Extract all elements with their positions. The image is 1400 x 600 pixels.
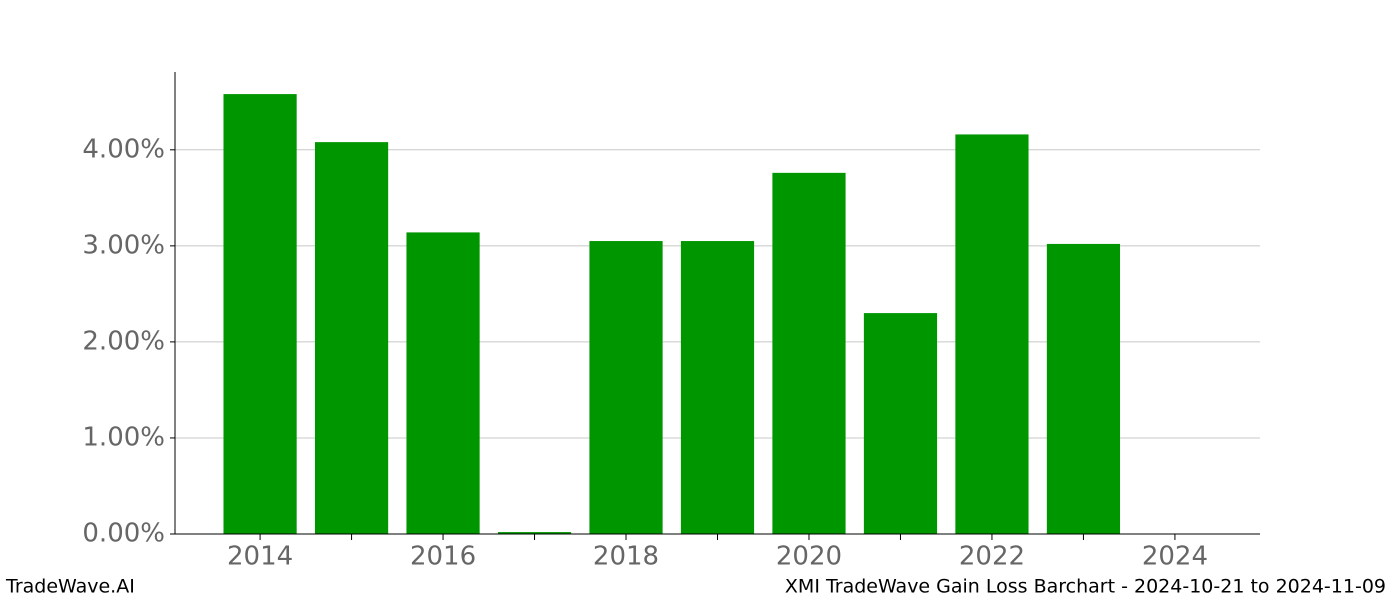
- y-tick-label: 1.00%: [82, 422, 165, 452]
- x-tick-label: 2020: [776, 542, 842, 572]
- bar: [223, 94, 297, 534]
- bar: [589, 241, 663, 534]
- bar: [406, 232, 480, 534]
- y-tick-label: 0.00%: [82, 519, 165, 549]
- footer-right: XMI TradeWave Gain Loss Barchart - 2024-…: [785, 576, 1386, 598]
- bar: [955, 134, 1029, 534]
- x-tick-label: 2024: [1142, 542, 1208, 572]
- y-tick-label: 2.00%: [82, 326, 165, 356]
- bar: [1046, 243, 1121, 534]
- x-tick-label: 2014: [227, 542, 293, 572]
- bar: [772, 172, 846, 534]
- x-tick-label: 2016: [410, 542, 476, 572]
- bar: [863, 313, 938, 534]
- footer-left: TradeWave.AI: [5, 576, 135, 598]
- x-tick-label: 2018: [593, 542, 659, 572]
- bar: [497, 532, 572, 534]
- bar: [680, 241, 755, 534]
- bar: [314, 142, 389, 534]
- y-tick-label: 3.00%: [82, 230, 165, 260]
- y-tick-label: 4.00%: [82, 134, 165, 164]
- x-tick-label: 2022: [959, 542, 1025, 572]
